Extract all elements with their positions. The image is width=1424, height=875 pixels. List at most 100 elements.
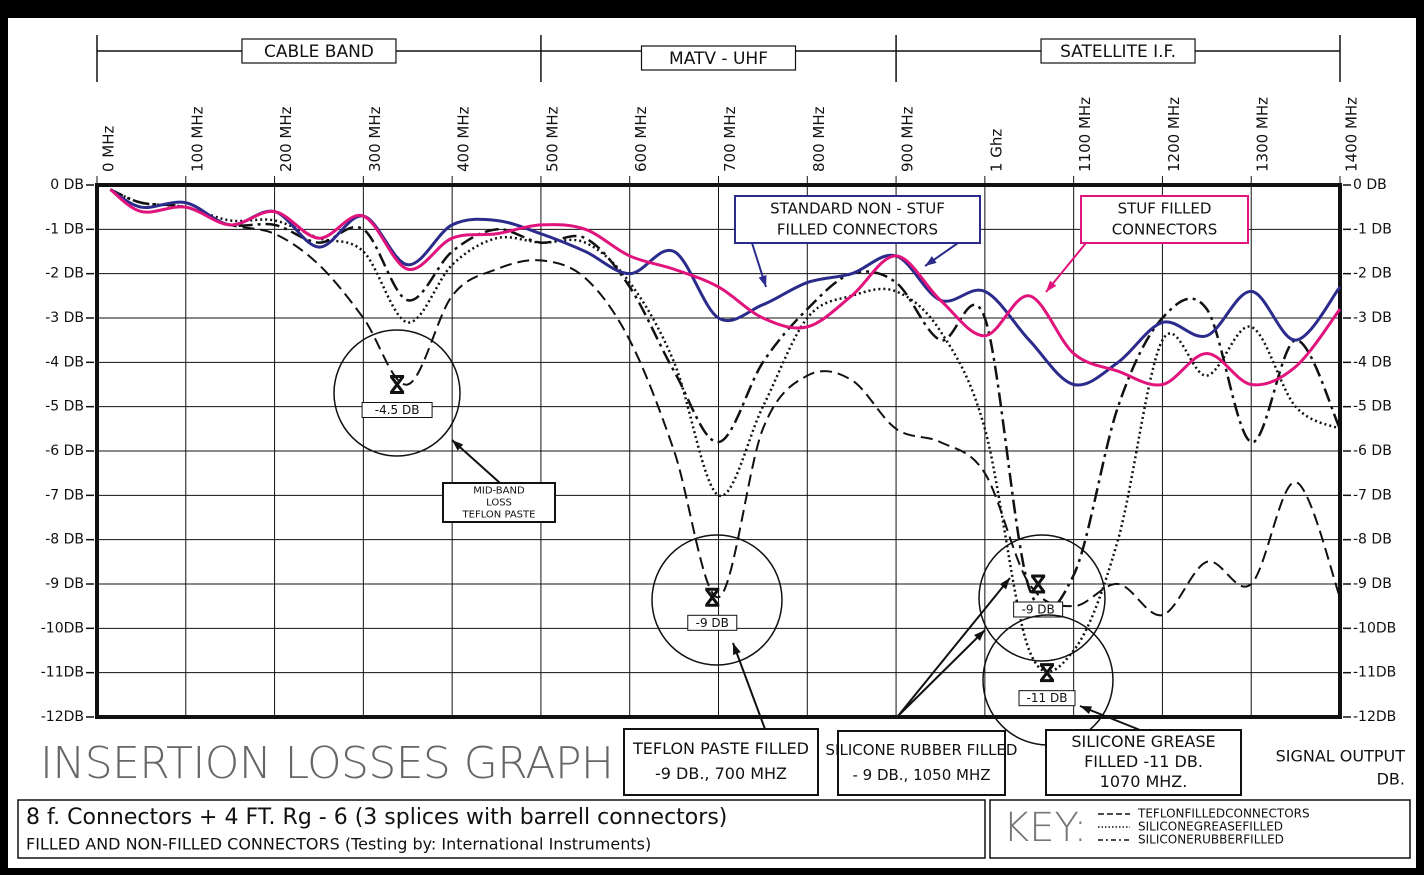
- callout-text: FILLED CONNECTORS: [777, 221, 938, 239]
- y-tick-label-right: -10DB: [1353, 620, 1396, 636]
- callout-box: [442, 482, 556, 523]
- y-tick-label-right: 0 DB: [1353, 177, 1387, 193]
- callout-text: - 9 DB., 1050 MHZ: [852, 766, 990, 784]
- callout-text: TEFLON PASTE FILLED: [632, 739, 809, 758]
- annotation-box: [1013, 601, 1064, 618]
- y-tick-label: -7 DB: [45, 487, 84, 503]
- callout-text: FILLED -11 DB.: [1084, 752, 1203, 771]
- annotation-marker: [1030, 574, 1046, 594]
- sheet: [8, 18, 1416, 868]
- y-tick-label: -1 DB: [45, 221, 84, 237]
- callout-text: STANDARD NON - STUF: [770, 200, 945, 218]
- annotation-circle: [651, 534, 783, 666]
- callout-text: 1070 MHZ.: [1100, 772, 1188, 791]
- callout-text: TEFLON PASTE: [462, 510, 536, 521]
- y-tick-label-right: -7 DB: [1353, 487, 1392, 503]
- annotation-circle: [333, 329, 461, 457]
- band-box: [1040, 38, 1196, 64]
- plot-frame: [95, 183, 1342, 719]
- annotation-label: -9 DB: [1021, 603, 1054, 617]
- y-tick-label: -9 DB: [45, 576, 84, 592]
- arrow-head: [1080, 706, 1092, 715]
- series-line: [109, 188, 1341, 674]
- legend-label: TEFLONFILLEDCONNECTORS: [1137, 807, 1310, 821]
- annotation-marker: [705, 587, 720, 607]
- arrow-head: [999, 578, 1010, 590]
- y-tick-label-right: -11DB: [1353, 665, 1396, 681]
- arrow-head: [758, 275, 767, 287]
- legend-label: SILICONEGREASEFILLED: [1138, 820, 1283, 834]
- y-tick-label-right: -2 DB: [1353, 266, 1392, 282]
- x-tick-label: 300 MHz: [366, 106, 384, 172]
- y-tick-label: 0 DB: [50, 177, 84, 193]
- y-tick-label-right: -12DB: [1353, 709, 1396, 725]
- annotation-box: [1018, 690, 1076, 707]
- y-tick-label: -2 DB: [45, 266, 84, 282]
- series-line: [109, 188, 1342, 387]
- legend-title: KEY:: [1003, 805, 1087, 851]
- callout-text: MID-BAND: [473, 486, 525, 497]
- callout-box: [837, 730, 1006, 796]
- y-tick-label: -5 DB: [45, 399, 84, 415]
- callout-text: SILICONE RUBBER FILLED: [826, 741, 1018, 759]
- arrow-head: [1046, 280, 1057, 292]
- annotation-label: -4.5 DB: [375, 403, 420, 417]
- arrow-line: [897, 629, 986, 717]
- x-tick-label: 900 MHz: [899, 106, 917, 172]
- note: FILLED AND NON-FILLED CONNECTORS (Testin…: [26, 835, 651, 854]
- arrow-line: [897, 577, 1011, 717]
- x-tick-label: 1400 MHz: [1343, 97, 1361, 172]
- x-tick-label: 1200 MHz: [1165, 97, 1183, 172]
- y-tick-label: -3 DB: [45, 310, 84, 326]
- y-tick-label-right: -4 DB: [1353, 354, 1392, 370]
- x-tick-label: 700 MHz: [721, 106, 739, 172]
- x-tick-label: 1 Ghz: [987, 129, 1005, 172]
- y-tick-label: -11DB: [41, 665, 84, 681]
- legend-box: [989, 799, 1411, 859]
- y-tick-label: -6 DB: [45, 443, 84, 459]
- callout-text: CONNECTORS: [1112, 221, 1218, 239]
- band-label: MATV - UHF: [669, 49, 768, 69]
- arrow-head: [452, 440, 464, 451]
- band-label: CABLE BAND: [264, 42, 374, 62]
- y-tick-label-right: -1 DB: [1353, 221, 1392, 237]
- chart-title: INSERTION LOSSES GRAPH: [40, 738, 615, 789]
- y-tick-label-right: -9 DB: [1353, 576, 1392, 592]
- callout-box: [1045, 729, 1242, 796]
- annotation-box: [361, 402, 433, 418]
- x-tick-label: 0 MHz: [100, 125, 118, 172]
- arrow-line: [732, 642, 766, 730]
- callout-box: [623, 728, 819, 796]
- callout-text: LOSS: [486, 498, 512, 509]
- notes-box: [17, 799, 986, 859]
- x-tick-label: 1300 MHz: [1254, 97, 1272, 172]
- series-line: [109, 188, 1341, 617]
- axis-label: SIGNAL OUTPUT: [1276, 747, 1406, 766]
- annotation-label: -9 DB: [696, 616, 729, 630]
- arrow-head: [925, 256, 937, 266]
- y-tick-label-right: -6 DB: [1353, 443, 1392, 459]
- x-tick-label: 500 MHz: [543, 106, 561, 172]
- callout-text: STUF FILLED: [1118, 200, 1212, 218]
- annotation-marker: [389, 375, 405, 394]
- annotation-marker: [1039, 663, 1055, 683]
- legend-label: SILICONERUBBERFILLED: [1138, 833, 1284, 847]
- x-tick-label: 1100 MHz: [1076, 97, 1094, 172]
- y-tick-label-right: -3 DB: [1353, 310, 1392, 326]
- annotation-circle: [978, 534, 1106, 662]
- y-tick-label: -12DB: [41, 709, 84, 725]
- band-box: [640, 45, 797, 71]
- arrow-head: [974, 630, 985, 641]
- x-tick-label: 100 MHz: [188, 106, 206, 172]
- y-tick-label: -8 DB: [45, 532, 84, 548]
- callout-text: SILICONE GREASE: [1071, 732, 1215, 751]
- y-tick-label-right: -5 DB: [1353, 399, 1392, 415]
- callout-text: -9 DB., 700 MHZ: [655, 764, 787, 783]
- callout-box: [1080, 195, 1249, 244]
- y-tick-label: -10DB: [41, 620, 84, 636]
- band-box: [241, 38, 397, 64]
- x-tick-label: 200 MHz: [277, 106, 295, 172]
- annotation-label: -11 DB: [1027, 691, 1068, 705]
